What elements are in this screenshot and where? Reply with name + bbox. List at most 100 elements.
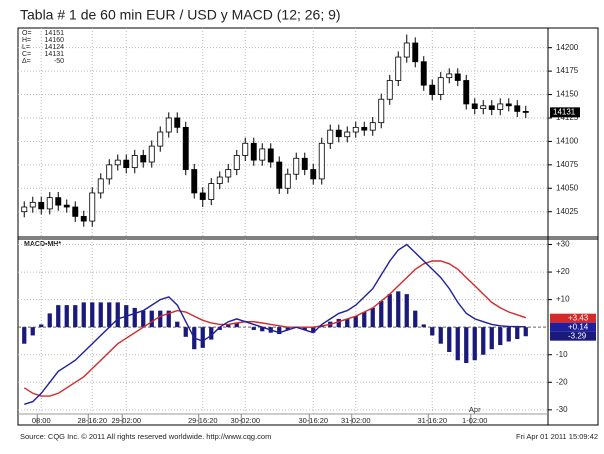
histogram-bar bbox=[413, 310, 418, 328]
histogram-bar bbox=[438, 327, 443, 344]
histogram-bar bbox=[107, 302, 112, 328]
last-price-label: 14131 bbox=[553, 107, 576, 116]
candle-body bbox=[480, 105, 487, 110]
histogram-bar bbox=[30, 327, 35, 336]
histogram-bar bbox=[523, 327, 528, 337]
histogram-bar bbox=[183, 327, 188, 337]
candle-body bbox=[369, 122, 376, 131]
histogram-bar bbox=[515, 327, 520, 340]
histogram-bar bbox=[345, 318, 350, 328]
footer-timestamp: Fri Apr 01 2011 15:09:42 bbox=[516, 432, 598, 441]
histogram-bar bbox=[158, 310, 163, 328]
histogram-bar bbox=[90, 302, 95, 328]
histogram-bar bbox=[311, 327, 316, 333]
candle-body bbox=[29, 201, 36, 208]
candle-body bbox=[46, 197, 53, 210]
candle-body bbox=[514, 105, 521, 112]
footer-source: Source: CQG Inc. © 2011 All rights reser… bbox=[20, 432, 271, 441]
x-tick-label: 08:00 bbox=[32, 416, 51, 425]
histogram-bar bbox=[226, 324, 231, 328]
candle-body bbox=[63, 204, 70, 208]
y-tick-label: -20 bbox=[556, 377, 568, 386]
y-tick-label: 14150 bbox=[556, 90, 579, 99]
histogram-bar bbox=[447, 327, 452, 352]
candle-body bbox=[378, 98, 385, 124]
histogram-bar bbox=[455, 327, 460, 361]
histogram-bar bbox=[132, 307, 137, 328]
candle-body bbox=[488, 105, 495, 110]
end-badge bbox=[550, 313, 596, 323]
info-value: 14124 bbox=[45, 44, 65, 51]
candle-body bbox=[420, 61, 427, 86]
candle-body bbox=[429, 84, 436, 95]
candle-body bbox=[225, 169, 232, 178]
x-tick-label: 30-02:00 bbox=[230, 416, 260, 425]
candle-body bbox=[505, 103, 512, 107]
histogram-bar bbox=[430, 327, 435, 336]
histogram-bar bbox=[149, 310, 154, 328]
candle-body bbox=[352, 126, 359, 133]
histogram-bar bbox=[285, 327, 290, 330]
info-value: 14131 bbox=[45, 51, 65, 58]
end-label: +0.14 bbox=[568, 322, 589, 331]
y-tick-label: +20 bbox=[556, 267, 570, 276]
candle-body bbox=[335, 129, 342, 138]
x-tick-label: 29-16:20 bbox=[188, 416, 218, 425]
histogram-bar bbox=[506, 327, 511, 342]
histogram-bar bbox=[421, 324, 426, 328]
info-value: 14160 bbox=[45, 37, 65, 44]
candle-body bbox=[97, 178, 104, 194]
candle-body bbox=[463, 80, 470, 105]
x-tick-label: 29-02:00 bbox=[111, 416, 141, 425]
histogram-bar bbox=[141, 310, 146, 328]
histogram-bar bbox=[251, 327, 256, 330]
info-value: 14151 bbox=[45, 30, 65, 37]
candle-body bbox=[191, 169, 198, 194]
end-badge bbox=[550, 331, 596, 341]
histogram-bar bbox=[22, 327, 27, 344]
candle-body bbox=[89, 192, 96, 222]
macd-line bbox=[24, 243, 526, 405]
candle-body bbox=[148, 145, 155, 163]
candle-body bbox=[318, 142, 325, 180]
histogram-bar bbox=[64, 305, 69, 328]
histogram-bar bbox=[73, 305, 78, 328]
y-tick-label: 14100 bbox=[556, 137, 579, 146]
y-tick-label: 14075 bbox=[556, 160, 579, 169]
info-value: -50 bbox=[54, 58, 64, 65]
candle-body bbox=[106, 164, 113, 180]
candle-body bbox=[276, 161, 283, 189]
y-tick-label: -10 bbox=[556, 350, 568, 359]
candle-body bbox=[446, 73, 453, 79]
histogram-bar bbox=[498, 327, 503, 346]
histogram-bar bbox=[472, 327, 477, 361]
histogram-bar bbox=[404, 294, 409, 328]
candle-body bbox=[301, 157, 308, 170]
y-tick-label: 14025 bbox=[556, 207, 579, 216]
histogram-bar bbox=[362, 312, 367, 328]
histogram-bar bbox=[336, 318, 341, 328]
candle-body bbox=[131, 155, 138, 169]
histogram-bar bbox=[260, 327, 265, 332]
candle-body bbox=[250, 142, 257, 161]
end-label: +3.43 bbox=[568, 313, 589, 322]
x-tick-label: 31-02:00 bbox=[341, 416, 371, 425]
candle-body bbox=[182, 126, 189, 170]
histogram-bar bbox=[81, 302, 86, 328]
histogram-bar bbox=[209, 327, 214, 340]
info-key: L= bbox=[22, 44, 30, 51]
histogram-bar bbox=[370, 307, 375, 328]
histogram-bar bbox=[200, 327, 205, 348]
candle-body bbox=[454, 73, 461, 81]
candle-body bbox=[293, 157, 300, 175]
histogram-bar bbox=[234, 323, 239, 328]
candle-body bbox=[174, 117, 181, 128]
histogram-bar bbox=[481, 327, 486, 355]
histogram-bar bbox=[217, 327, 222, 330]
candle-body bbox=[403, 42, 410, 58]
candle-body bbox=[437, 77, 444, 95]
candle-body bbox=[522, 111, 529, 113]
candle-body bbox=[165, 117, 172, 133]
candle-body bbox=[386, 80, 393, 100]
